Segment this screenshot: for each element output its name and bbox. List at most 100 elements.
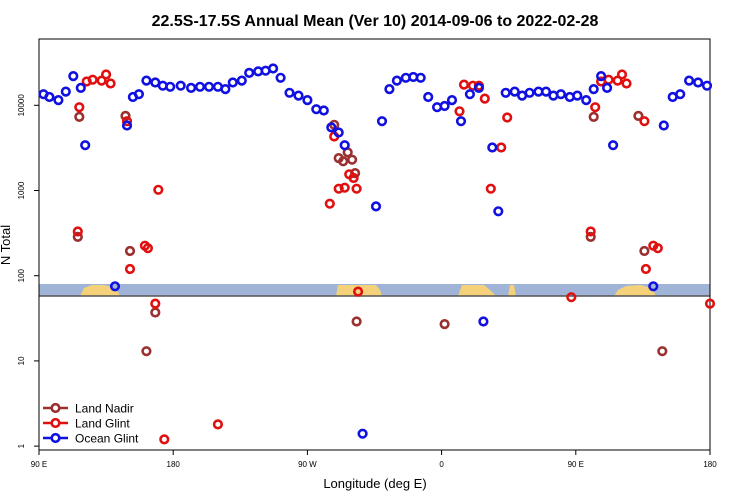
ocean-glint-point [227, 77, 238, 88]
ocean-glint-point [509, 86, 520, 97]
map-strip [39, 284, 710, 297]
land-glint-point [105, 78, 116, 89]
legend-marker [50, 432, 61, 444]
ocean-glint-point [595, 70, 607, 82]
ocean-glint-point [357, 428, 368, 439]
x-tick-label: 0 [439, 460, 444, 469]
land-nadir-point [351, 316, 362, 327]
ocean-glint-point [284, 87, 295, 98]
x-axis-label: Longitude (deg E) [323, 476, 426, 491]
ocean-glint-point [607, 140, 619, 151]
land-glint-point [485, 183, 496, 194]
land-nadir-point [338, 156, 349, 167]
ocean-glint-point [268, 63, 279, 74]
ocean-glint-point [555, 89, 567, 100]
ocean-glint-point [302, 94, 313, 106]
x-tick-label: 180 [167, 460, 181, 469]
land-glint-point [502, 112, 513, 123]
y-tick-label: 10000 [17, 94, 26, 117]
land-nadir-point [439, 319, 450, 330]
land-glint-point [458, 79, 470, 90]
land-glint-point [339, 182, 350, 193]
land-mass [80, 285, 120, 296]
ocean-glint-point [326, 122, 337, 133]
ocean-glint-point [75, 82, 86, 93]
ocean-glint-point [446, 94, 458, 106]
land-glint-point [72, 226, 83, 237]
land-glint-point [121, 116, 133, 127]
land-glint-point [333, 183, 344, 194]
land-nadir-point [74, 111, 85, 122]
legend-label: Ocean Glint [75, 432, 139, 446]
x-tick-label: 90 W [298, 460, 317, 469]
land-glint-point [87, 74, 98, 85]
ocean-glint-point [220, 83, 231, 95]
land-glint-point [590, 102, 601, 113]
ocean-glint-point [109, 281, 121, 292]
axis-ticks: 90 E 180 90 W 0 90 E 180 1 10 100 1000 10000 [17, 94, 717, 469]
ocean-glint-point [203, 81, 215, 92]
land-mass [458, 285, 496, 296]
ocean-glint-point [391, 75, 403, 86]
land-glint-point [639, 116, 650, 127]
ocean-glint-point [601, 82, 613, 93]
ocean-glint-point [133, 89, 144, 100]
land-nadir-point [657, 346, 668, 357]
ocean-glint-point [473, 82, 485, 93]
y-tick-label: 100 [17, 268, 26, 282]
land-glint-point [153, 184, 164, 195]
ocean-glint-point [194, 81, 206, 92]
ocean-glint-point [60, 86, 71, 97]
legend-marker [50, 402, 61, 414]
ocean-glint-point [44, 91, 55, 103]
ocean-glint-point [275, 72, 286, 83]
ocean-glint-point [540, 86, 552, 97]
ocean-glint-point [318, 105, 329, 116]
land-nadir-point [350, 168, 361, 179]
ocean-glint-point [186, 82, 197, 93]
land-glint-point [704, 298, 716, 309]
ocean-glint-point [658, 120, 669, 131]
ocean-glint-point [464, 89, 476, 100]
ocean-glint-point [53, 94, 64, 106]
x-tick-label: 90 E [31, 460, 47, 469]
land-nadir-point [141, 346, 152, 357]
land-glint-point [159, 434, 170, 445]
land-mass [336, 285, 382, 296]
land-glint-point [566, 292, 577, 303]
land-glint-point [150, 298, 161, 309]
ocean-glint-point [333, 127, 344, 138]
land-nadir-point [585, 231, 596, 242]
legend-label: Land Nadir [75, 402, 134, 416]
land-nadir-point [72, 231, 83, 242]
land-glint-point [585, 226, 596, 237]
ocean-glint-point [648, 281, 659, 292]
plot-frame [38, 38, 711, 451]
ocean-glint-point [683, 75, 695, 86]
ocean-glint-point [376, 116, 388, 127]
land-mass [508, 285, 516, 296]
ocean-glint-point [692, 77, 704, 88]
x-tick-label: 90 E [568, 460, 584, 469]
x-tick-label: 180 [703, 460, 717, 469]
ocean-glint-point [80, 140, 91, 151]
land-glint-point [640, 263, 652, 275]
ocean-glint-point [68, 70, 79, 82]
y-axis-label: N Total [0, 225, 13, 265]
ocean-glint-point [141, 75, 152, 86]
data-points [38, 63, 716, 445]
chart-title: 22.5S-17.5S Annual Mean (Ver 10) 2014-09… [152, 13, 599, 30]
ocean-glint-point [701, 80, 713, 91]
ocean-glint-point [165, 81, 176, 92]
ocean-glint-point [293, 90, 304, 101]
land-nadir-point [120, 110, 131, 121]
land-nadir-point [639, 245, 650, 257]
land-glint-point [212, 419, 223, 430]
ocean-glint-point [487, 142, 498, 153]
land-glint-point [74, 102, 85, 113]
ocean-glint-point [236, 75, 247, 86]
land-glint-point [100, 69, 112, 80]
